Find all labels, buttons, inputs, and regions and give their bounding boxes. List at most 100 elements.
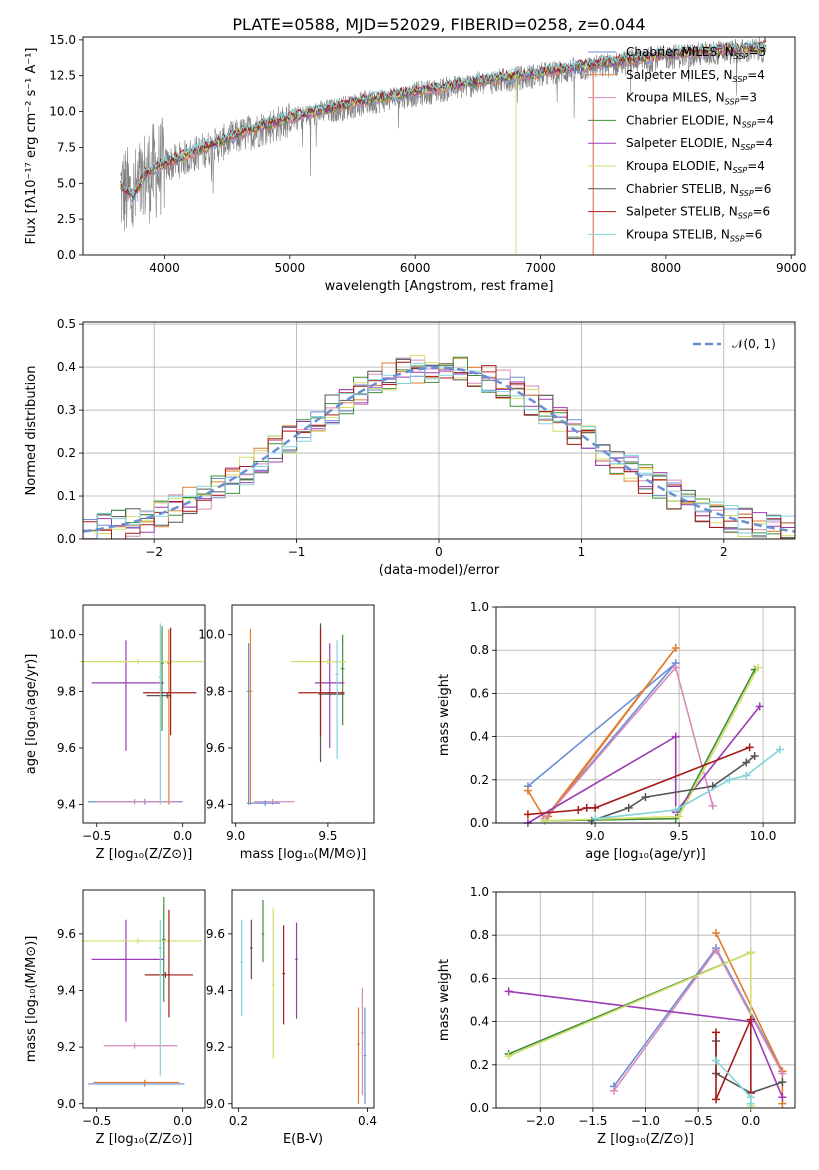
weight-line xyxy=(544,667,759,822)
x-tick-label: −1.5 xyxy=(578,1114,607,1128)
axes-frame xyxy=(231,889,375,1109)
errorbar-1 xyxy=(250,919,253,980)
y-tick-label: 0.3 xyxy=(57,403,76,417)
errorbar-8 xyxy=(158,919,163,1076)
histogram-series-8 xyxy=(83,362,795,539)
x-tick-label: −2.0 xyxy=(526,1114,555,1128)
y-tick-label: 9.6 xyxy=(57,741,76,755)
weight-marker xyxy=(778,1093,787,1102)
errorbar-5 xyxy=(81,938,202,944)
weight-marker xyxy=(504,1052,513,1061)
axes-frame xyxy=(82,889,206,1109)
weight-series-8 xyxy=(712,1056,755,1108)
chart-mass-vs-Z: −0.5 0.0 9.0 9.2 9.4 9.6 Z [log₁₀(Z/Z⊙)] mass [… xyxy=(24,889,206,1147)
model-line-8 xyxy=(120,39,767,196)
plot-area xyxy=(83,322,795,540)
x-tick-label: −0.5 xyxy=(684,1114,713,1128)
weight-series-8 xyxy=(591,745,784,823)
x-axis-label: wavelength [Angstrom, rest frame] xyxy=(325,279,554,294)
weight-series-2 xyxy=(540,663,717,823)
y-tick-label: 0.1 xyxy=(57,489,76,503)
y-axis-label: Flux [fλ10⁻¹⁷ erg cm⁻² s⁻¹ A⁻¹] xyxy=(24,48,39,245)
weight-line xyxy=(591,755,756,822)
x-axis-label: mass [log₁₀(M/M⊙)] xyxy=(240,847,367,862)
chart-age-vs-Z: −0.5 0.0 9.4 9.6 9.8 10.0 Z [log₁₀(Z/Z⊙)] age [… xyxy=(24,604,206,862)
weight-marker xyxy=(712,1056,721,1065)
legend-entry: Salpeter ELODIE, NSSP=4 xyxy=(626,136,773,152)
weight-marker xyxy=(671,663,680,672)
y-tick-label: 0.0 xyxy=(57,532,76,546)
weight-marker xyxy=(708,801,717,810)
errorbar-4 xyxy=(91,919,164,1022)
weight-marker xyxy=(582,803,591,812)
weight-marker xyxy=(591,803,600,812)
x-tick-label: 2 xyxy=(720,545,728,559)
weight-marker xyxy=(742,771,751,780)
y-tick-label: 0.0 xyxy=(57,248,76,262)
legend-entry: Kroupa MILES, NSSP=3 xyxy=(626,91,757,107)
y-tick-label: 0.6 xyxy=(470,686,489,700)
errorbar-6 xyxy=(146,692,171,699)
weight-marker xyxy=(712,929,721,938)
chart-age-vs-mass: 9.0 9.5 9.4 9.6 9.8 10.0 mass [log₁₀(M/M⊙)] xyxy=(198,604,375,862)
y-tick-label: 0.8 xyxy=(470,643,489,657)
x-tick-label: 6000 xyxy=(400,261,431,275)
weight-marker xyxy=(745,743,754,752)
legend-entry: Kroupa STELIB, NSSP=6 xyxy=(626,227,762,243)
y-axis-label: mass weight xyxy=(437,959,452,1041)
weight-marker xyxy=(671,644,680,653)
y-tick-label: 9.6 xyxy=(206,741,225,755)
weight-marker xyxy=(742,758,751,767)
weight-marker xyxy=(523,810,532,819)
chart-weight-vs-Z: −2.0 −1.5 −1.0 −0.5 0.0 0.0 0.2 0.4 0.6 0.8 1.0 Z [… xyxy=(437,885,796,1147)
weight-series-5 xyxy=(540,663,763,825)
axes-frame xyxy=(231,604,375,824)
errorbar-4 xyxy=(314,643,345,748)
y-tick-label: 2.5 xyxy=(57,212,76,226)
y-tick-label: 0.2 xyxy=(57,446,76,460)
x-tick-label: 7000 xyxy=(525,261,556,275)
y-tick-label: 10.0 xyxy=(49,105,76,119)
y-tick-label: 9.0 xyxy=(57,1097,76,1111)
axes-frame xyxy=(82,36,796,256)
x-tick-label: 9.5 xyxy=(318,829,337,843)
x-axis-label: (data-model)/error xyxy=(379,563,500,578)
weight-series-2 xyxy=(609,946,787,1095)
y-tick-label: 0.8 xyxy=(470,928,489,942)
errorbar-8 xyxy=(158,623,163,805)
weight-line xyxy=(508,951,752,1106)
errorbar-2 xyxy=(103,1042,178,1049)
errorbar-4 xyxy=(282,925,285,1025)
errorbar-8 xyxy=(335,640,339,760)
x-axis-label: age [log₁₀(age/yr)] xyxy=(585,847,706,862)
y-tick-label: 0.4 xyxy=(470,1015,489,1029)
weight-marker xyxy=(746,948,755,957)
hist-lines xyxy=(83,354,795,539)
y-tick-label: 9.4 xyxy=(206,984,225,998)
weight-marker xyxy=(540,816,549,825)
y-tick-label: 9.6 xyxy=(57,927,76,941)
weight-marker xyxy=(504,987,513,996)
x-tick-label: −2 xyxy=(145,545,163,559)
y-tick-label: 0.2 xyxy=(470,1058,489,1072)
weight-marker xyxy=(675,812,684,821)
weight-marker xyxy=(624,803,633,812)
weight-series-7 xyxy=(712,1015,755,1104)
weight-series-3 xyxy=(540,665,759,825)
axes-frame xyxy=(82,604,206,824)
chart-residuals: −2 −1 0 1 2 0.0 0.1 0.2 0.3 0.4 0.5 (data-model)/er… xyxy=(24,317,796,578)
x-axis-label: Z [log₁₀(Z/Z⊙)] xyxy=(96,847,193,862)
x-tick-label: 0.0 xyxy=(173,829,192,843)
errorbar-6 xyxy=(357,1007,360,1104)
axes-frame xyxy=(495,606,796,824)
weight-marker xyxy=(574,806,583,815)
weight-line xyxy=(595,748,781,820)
weight-marker xyxy=(712,1028,721,1037)
errorbar-3 xyxy=(272,908,275,1059)
x-tick-label: 9.5 xyxy=(670,829,689,843)
y-tick-label: 1.0 xyxy=(470,600,489,614)
y-tick-label: 15.0 xyxy=(49,33,76,47)
y-tick-label: 12.5 xyxy=(49,69,76,83)
legend-entry: 𝒩(0, 1) xyxy=(732,337,776,351)
weight-line xyxy=(715,1019,752,1100)
